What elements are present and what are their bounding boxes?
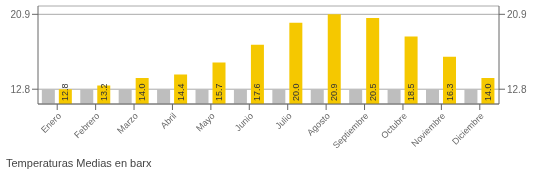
- svg-text:12.8: 12.8: [11, 84, 31, 95]
- svg-text:Mayo: Mayo: [194, 111, 217, 134]
- svg-text:12.8: 12.8: [507, 84, 527, 95]
- svg-text:Diciembre: Diciembre: [450, 111, 486, 147]
- svg-text:15.7: 15.7: [214, 83, 224, 101]
- svg-text:14.0: 14.0: [483, 83, 493, 101]
- html-text:Temperaturas Medias en barx: Temperaturas Medias en barx: [6, 157, 152, 169]
- svg-text:13.2: 13.2: [99, 83, 109, 101]
- svg-text:Febrero: Febrero: [72, 111, 101, 140]
- svg-text:Abril: Abril: [159, 111, 179, 131]
- svg-text:14.0: 14.0: [137, 83, 147, 101]
- svg-text:17.6: 17.6: [252, 83, 262, 101]
- svg-text:12.8: 12.8: [60, 83, 70, 101]
- svg-text:16.3: 16.3: [445, 83, 455, 101]
- svg-text:20.9: 20.9: [507, 9, 527, 20]
- svg-text:Junio: Junio: [233, 111, 255, 133]
- svg-text:Agosto: Agosto: [305, 111, 332, 138]
- svg-text:Octubre: Octubre: [379, 111, 409, 141]
- svg-text:Marzo: Marzo: [115, 111, 140, 136]
- svg-text:Noviembre: Noviembre: [409, 111, 447, 149]
- svg-text:20.0: 20.0: [291, 83, 301, 101]
- svg-text:20.9: 20.9: [11, 9, 31, 20]
- svg-text:Enero: Enero: [39, 111, 63, 135]
- svg-text:20.9: 20.9: [329, 83, 339, 101]
- svg-text:20.5: 20.5: [368, 83, 378, 101]
- svg-text:Septiembre: Septiembre: [331, 111, 371, 151]
- svg-text:14.4: 14.4: [176, 83, 186, 101]
- svg-text:Julio: Julio: [273, 111, 293, 131]
- svg-text:18.5: 18.5: [406, 83, 416, 101]
